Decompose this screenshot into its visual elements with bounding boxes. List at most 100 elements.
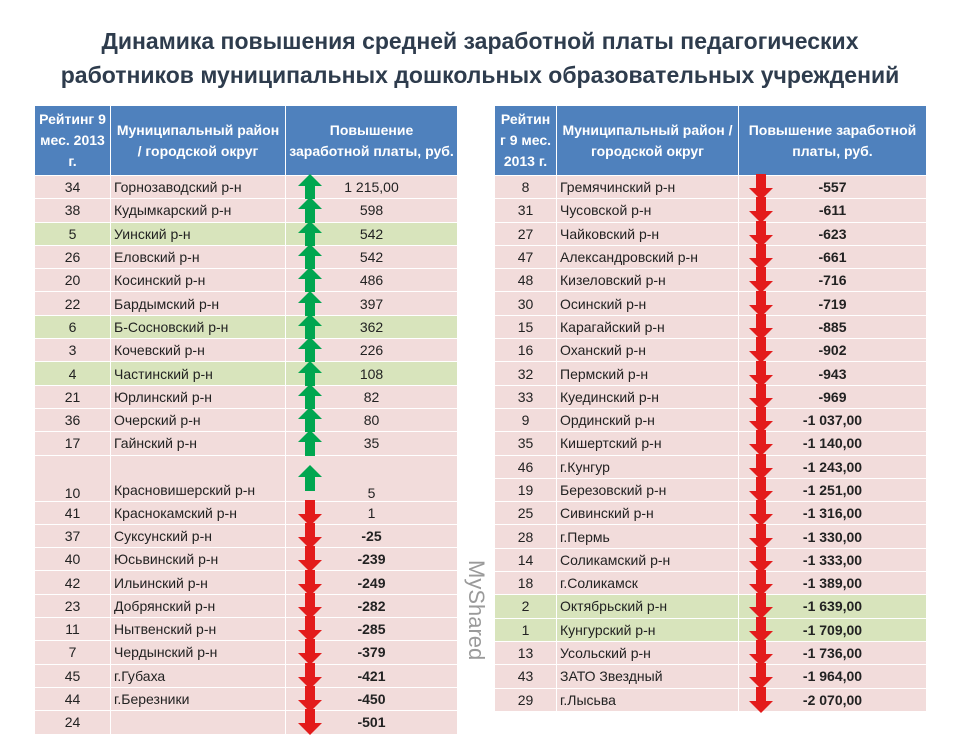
arrow-up-icon [298, 267, 322, 294]
rank-cell: 6 [34, 314, 111, 340]
increase-cell: 486 [285, 267, 458, 294]
increase-cell: 542 [285, 220, 458, 247]
table-row: 34 Горнозаводский р-н 1 215,00 [34, 174, 458, 201]
increase-cell: 226 [285, 337, 458, 364]
increase-cell: -379 [285, 639, 458, 666]
increase-value: -2 070,00 [802, 691, 863, 708]
district-cell: Кунгурский р-н [556, 617, 739, 642]
increase-cell: -1 639,00 [738, 593, 927, 620]
table-row: 35 Кишертский р-н -1 140,00 [494, 430, 927, 457]
increase-value: 82 [363, 388, 380, 405]
table-row: 17 Гайнский р-н 35 [34, 430, 458, 457]
district-cell: Усольский р-н [556, 640, 739, 666]
rank-cell: 45 [34, 663, 111, 688]
header-increase: Повышение заработной платы, руб. [285, 105, 458, 176]
arrow-up-icon [298, 465, 322, 492]
increase-cell: -1 330,00 [738, 523, 927, 550]
arrow-down-icon [749, 523, 773, 550]
increase-cell: -285 [285, 616, 458, 643]
arrow-down-icon [749, 383, 773, 410]
arrow-down-icon [749, 360, 773, 387]
table-row: 37 Суксунский р-н -25 [34, 523, 458, 549]
table-row: 27 Чайковский р-н -623 [494, 220, 927, 247]
arrow-down-icon [298, 499, 322, 526]
table-row: 32 Пермский р-н -943 [494, 360, 927, 387]
increase-cell: -421 [285, 662, 458, 689]
table-row: 21 Юрлинский р-н 82 [34, 383, 458, 410]
increase-value: 1 215,00 [344, 179, 399, 196]
table-row: 4 Частинский р-н 108 [34, 360, 458, 387]
rank-cell: 28 [494, 524, 557, 549]
increase-value: -1 389,00 [802, 575, 863, 592]
increase-cell: -719 [738, 290, 927, 317]
arrow-down-icon [298, 592, 322, 619]
rank-cell: 23 [34, 593, 111, 619]
arrow-up-icon [298, 290, 322, 317]
increase-value: -501 [357, 714, 386, 731]
increase-cell: -1 333,00 [738, 546, 927, 573]
increase-value: -25 [361, 528, 382, 544]
rank-cell: 26 [34, 244, 111, 270]
arrow-down-icon [298, 616, 322, 643]
district-cell: Ординский р-н [556, 407, 739, 433]
increase-value: -1 037,00 [802, 412, 863, 429]
arrow-up-icon [298, 244, 322, 271]
increase-value: -611 [818, 202, 847, 219]
rank-cell: 48 [494, 268, 557, 293]
rank-cell: 18 [494, 571, 557, 596]
district-cell: Чусовской р-н [556, 198, 739, 223]
arrow-down-icon [298, 523, 322, 549]
increase-value: -902 [818, 342, 847, 359]
rank-cell: 13 [494, 640, 557, 666]
increase-value: -282 [357, 597, 386, 614]
rank-cell: 14 [494, 547, 557, 573]
table-row: 33 Куединский р-н -969 [494, 383, 927, 410]
rank-cell: 41 [34, 500, 111, 525]
district-cell: г.Губаха [110, 663, 286, 688]
rank-cell: 37 [34, 523, 111, 549]
increase-value: -1 709,00 [802, 621, 863, 638]
increase-value: -450 [357, 691, 386, 708]
arrow-up-icon [298, 197, 322, 224]
increase-cell: 108 [285, 360, 458, 387]
arrow-down-icon [749, 267, 773, 294]
rank-cell: 38 [34, 198, 111, 223]
district-cell: Очерский р-н [110, 407, 286, 433]
increase-value: 598 [359, 202, 384, 219]
arrow-down-icon [749, 640, 773, 667]
increase-cell: -716 [738, 267, 927, 294]
header-rank: Рейтин г 9 мес. 2013 г. [494, 105, 557, 176]
arrow-up-icon [298, 360, 322, 387]
table-row: 24 -501 [34, 709, 458, 736]
table-row: 45 г.Губаха -421 [34, 662, 458, 689]
table-row: 20 Косинский р-н 486 [34, 267, 458, 294]
district-cell: Березовский р-н [556, 477, 739, 503]
slide-title: Динамика повышения средней заработной пл… [0, 24, 960, 92]
header-district: Муниципальный район / городской округ [556, 105, 739, 176]
rank-cell: 2 [494, 594, 557, 619]
left-salary-table: Рейтинг 9 мес. 2013 г. Муниципальный рай… [34, 105, 458, 736]
watermark-logo: MyShared [464, 560, 489, 661]
rank-cell: 9 [494, 407, 557, 433]
increase-value: -421 [357, 667, 386, 684]
rank-cell: 42 [34, 570, 111, 595]
arrow-down-icon [749, 174, 773, 201]
increase-value: -623 [818, 225, 847, 242]
arrow-down-icon [298, 546, 322, 573]
increase-value: -1 736,00 [802, 645, 863, 662]
rank-cell: 20 [34, 268, 111, 293]
arrow-down-icon [749, 407, 773, 434]
table-row: 25 Сивинский р-н -1 316,00 [494, 500, 927, 527]
table-row: 46 г.Кунгур -1 243,00 [494, 453, 927, 480]
table-row: 48 Кизеловский р-н -716 [494, 267, 927, 294]
rank-cell: 36 [34, 407, 111, 433]
increase-cell: -2 070,00 [738, 686, 927, 713]
table-row: 5 Уинский р-н 542 [34, 220, 458, 247]
arrow-down-icon [298, 569, 322, 596]
increase-value: -1 333,00 [802, 551, 863, 568]
increase-cell: -1 037,00 [738, 407, 927, 434]
table-row: 42 Ильинский р-н -249 [34, 569, 458, 596]
table-row: 41 Краснокамский р-н 1 [34, 499, 458, 526]
arrow-down-icon [749, 430, 773, 457]
table-row: 13 Усольский р-н -1 736,00 [494, 640, 927, 667]
